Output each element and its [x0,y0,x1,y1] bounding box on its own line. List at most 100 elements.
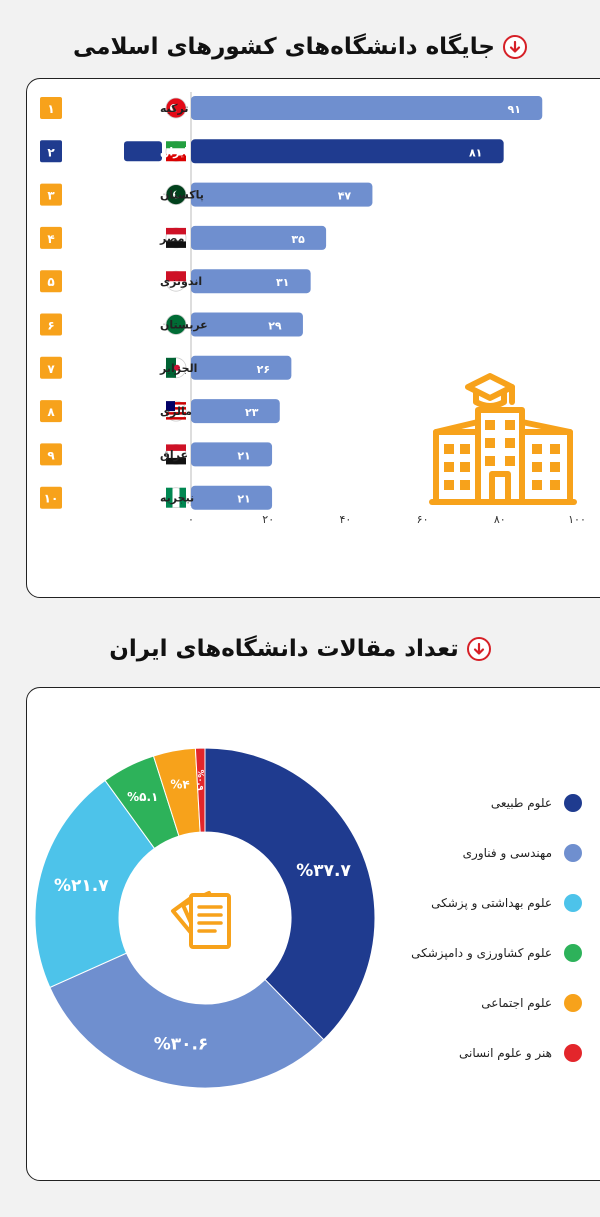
bar-chart: ۹۱ ۱ ترکیه ۸۱ ۲ ایران ۴۷ ۳ پاکستان ۳۵ ۴ مصر ۳۱ ۵ اندون… [40,92,586,526]
rank-badge [40,400,62,423]
slice-value-label: %۲۱.۷ [54,876,109,896]
rank-number: ۷ [47,362,55,376]
rank-badge [40,140,62,163]
bar [191,96,543,120]
rank-badge [40,356,62,379]
country-label: مالزی [160,405,192,418]
legend-label: علوم طبیعی [490,796,552,810]
bar [191,182,373,207]
arrow-down-icon [503,35,528,59]
rank-number: ۸ [47,405,55,419]
bar-value-label: ۲۳ [245,406,259,419]
section2-header: تعداد مقالات دانشگاه‌های ایران [0,636,600,662]
flag-icon [165,140,187,162]
flag-icon [165,314,187,335]
flag-icon [165,97,187,119]
x-tick-label: ۴۰ [339,513,351,526]
bar [191,485,273,510]
bar-value-label: ۸۱ [469,146,482,159]
bar [191,355,292,380]
country-label: نیجریه [160,492,194,505]
flag-icon [165,400,187,422]
bar [191,399,280,424]
x-tick-label: ۲۰ [262,513,274,526]
x-tick-label: ۰ [188,513,194,526]
legend-label: علوم کشاورزی و دامپزشکی [411,946,552,960]
flag-icon [165,227,187,249]
legend-label: علوم بهداشتی و پزشکی [431,896,552,910]
bar-value-label: ۲۶ [257,363,270,376]
bar [191,269,311,294]
bar-value-label: ۲۹ [268,320,282,333]
legend-item: علوم بهداشتی و پزشکی [431,894,582,912]
bar-value-label: ۹۱ [508,103,521,116]
bar-value-label: ۳۵ [291,233,305,246]
flag-icon [165,487,187,509]
x-tick-label: ۱۰۰ [568,513,586,526]
legend-label: مهندسی و فناوری [462,846,552,860]
legend-item: علوم کشاورزی و دامپزشکی [411,944,582,962]
bar-value-label: ۳۱ [276,276,289,289]
rank-number: ۶ [47,319,54,333]
legend-item: مهندسی و فناوری [463,844,582,862]
section1-header: جایگاه دانشگاه‌های کشورهای اسلامی [0,34,600,60]
bar-value-label: ۴۷ [338,190,352,203]
rank-badge [40,443,62,466]
rank-number: ۱۰ [44,492,59,506]
legend-swatch [564,994,582,1012]
country-label: عراق [160,448,188,461]
rank-badge [40,183,62,206]
rank-badge [40,313,62,336]
country-highlight-box [124,141,162,162]
legend-item: علوم اجتماعی [481,994,582,1012]
country-label: عربستان [160,319,208,332]
rank-number: ۳ [47,189,55,203]
donut-slice [34,779,156,989]
x-tick-label: ۸۰ [494,513,506,526]
legend-swatch [564,1044,582,1062]
bar-value-label: ۲۱ [237,493,250,506]
bar-chart-card [26,78,600,598]
slice-value-label: %۴ [170,777,189,791]
university-building-icon [429,373,577,505]
rank-number: ۵ [47,275,54,289]
legend-label: هنر و علوم انسانی [459,1046,552,1060]
legend-swatch [564,794,582,812]
flag-icon [165,443,187,465]
donut-slice [194,747,206,833]
legend-swatch [564,944,582,962]
bar [191,442,273,467]
rank-number: ۴ [47,232,54,246]
rank-number: ۱ [47,102,54,116]
country-label: الجزایر [159,362,197,375]
slice-value-label: %۰.۹ [196,770,205,791]
legend-swatch [564,844,582,862]
bar [191,139,504,164]
legend-swatch [564,894,582,912]
arrow-down-icon [466,637,491,661]
donut-slice [204,747,376,1041]
country-label: مصر [159,232,185,245]
rank-number: ۹ [47,448,55,462]
rank-badge [40,486,62,509]
rank-badge [40,270,62,293]
documents-icon [171,891,231,949]
country-label: پاکستان [160,189,204,202]
flag-icon [165,270,187,292]
section2-title: تعداد مقالات دانشگاه‌های ایران [109,636,459,662]
country-label: ترکیه [160,102,189,115]
slice-value-label: %۵.۱ [127,790,158,804]
country-label: اندونزی [160,275,202,288]
flag-icon [165,184,187,206]
rank-number: ۲ [47,145,55,159]
x-tick-label: ۶۰ [417,513,429,526]
section1-title: جایگاه دانشگاه‌های کشورهای اسلامی [72,34,496,60]
bar [191,312,303,337]
slice-value-label: %۳۰.۶ [154,1035,209,1055]
country-label: ایران [160,145,188,158]
slice-value-label: %۳۷.۷ [296,861,351,881]
rank-badge [40,226,62,249]
bar-value-label: ۲۱ [237,449,250,462]
donut-slice [49,952,325,1089]
